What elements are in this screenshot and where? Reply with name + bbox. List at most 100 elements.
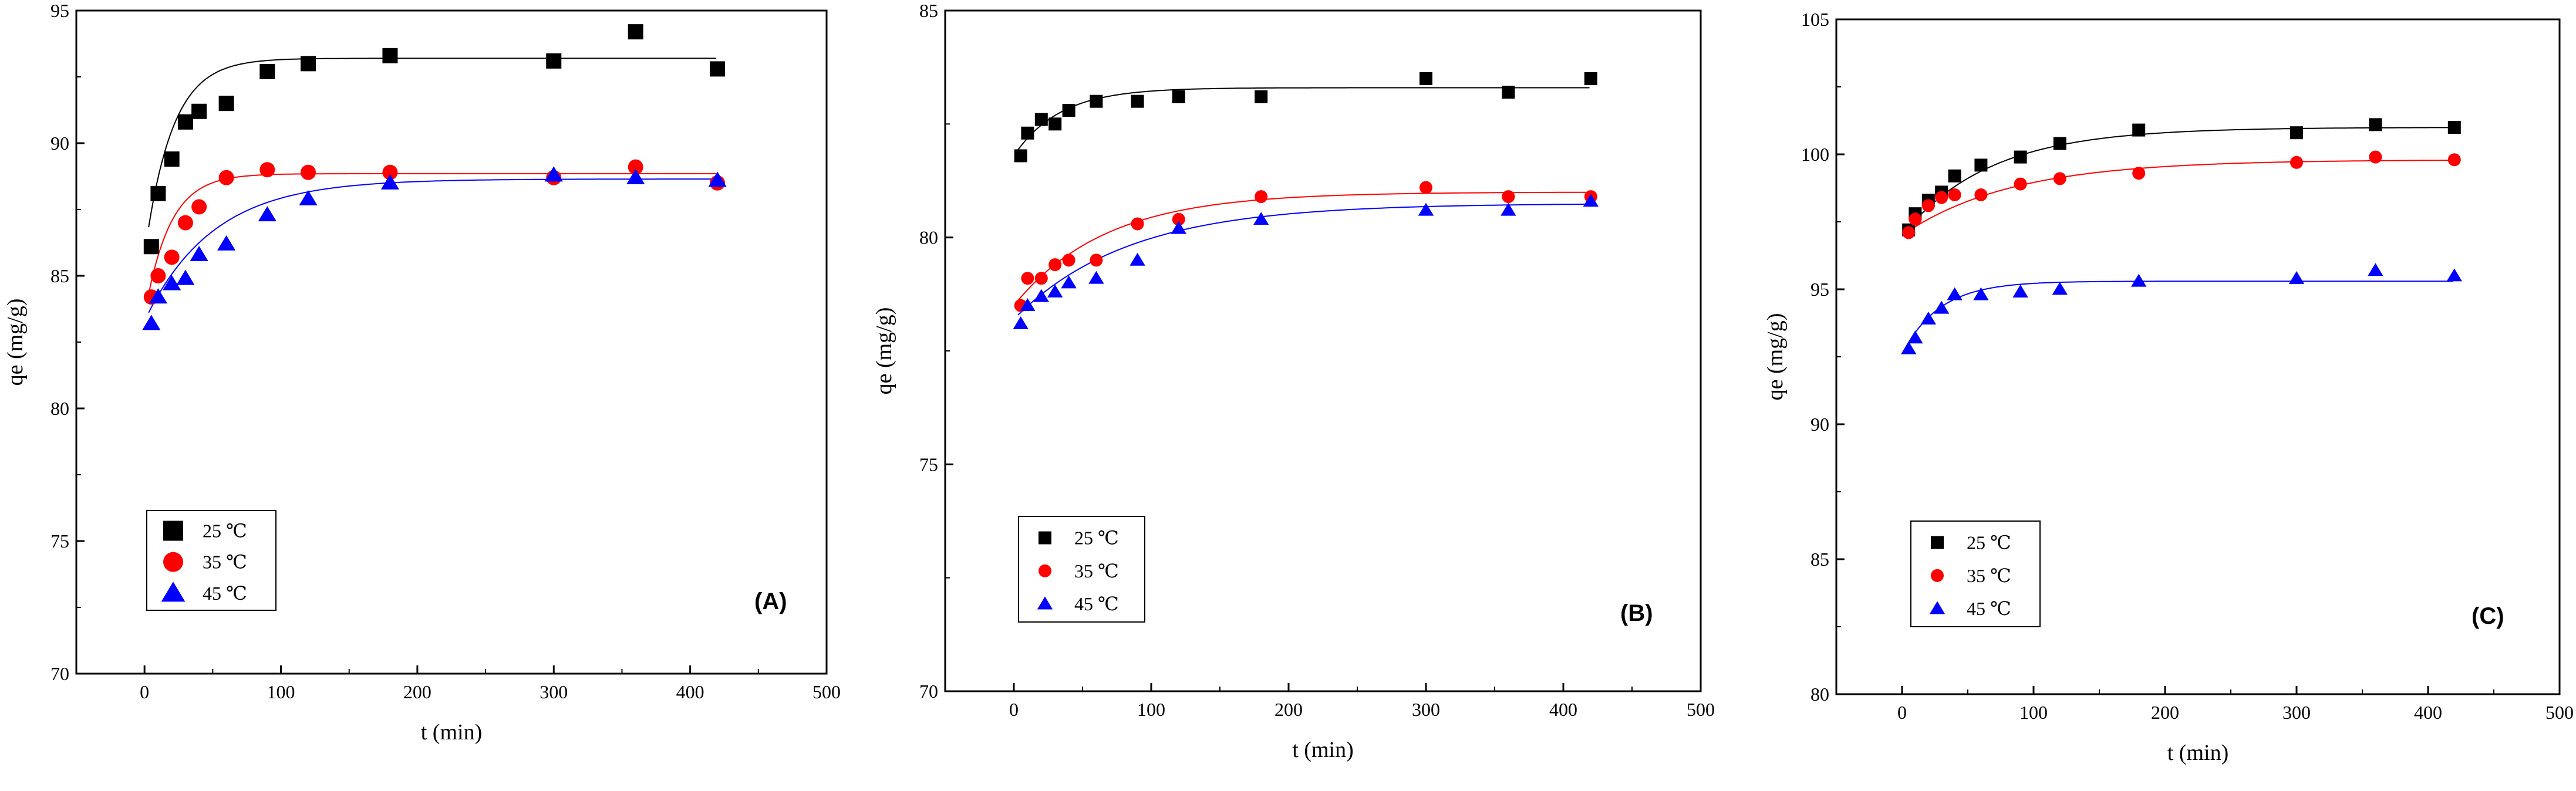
x-axis-title: t (min)	[1292, 738, 1353, 762]
data-point	[1973, 287, 1989, 300]
data-point	[628, 24, 643, 40]
x-axis-title: t (min)	[2167, 741, 2228, 765]
data-point	[1172, 212, 1185, 226]
data-point	[2290, 156, 2303, 169]
data-point	[380, 174, 400, 190]
data-point	[1131, 94, 1144, 108]
legend-label: 35 ℃	[203, 552, 247, 573]
data-point	[217, 235, 236, 251]
y-tick-label: 85	[50, 265, 69, 286]
data-point	[1090, 253, 1103, 267]
fit-curve-1	[148, 58, 716, 228]
data-point	[1090, 94, 1103, 108]
data-point	[1172, 90, 1185, 103]
data-point	[1947, 287, 1963, 300]
data-point	[1021, 126, 1034, 140]
data-point	[2288, 271, 2305, 285]
data-point	[1902, 226, 1916, 239]
legend-marker	[1039, 564, 1051, 577]
legend-marker	[1931, 569, 1944, 582]
data-point	[1909, 212, 1922, 226]
y-tick-label: 90	[1810, 414, 1829, 435]
data-point	[190, 246, 208, 261]
legend-marker	[1929, 601, 1946, 614]
panel-label: (B)	[1620, 600, 1653, 626]
legend-label: 25 ℃	[1074, 528, 1119, 549]
legend: 25 ℃ 35 ℃ 45 ℃	[1910, 520, 2041, 627]
data-point	[1047, 284, 1063, 298]
chart-panel-2: 0 100 200 300 400 500 70 75 80 85 t (min) qe (mg/g)…	[872, 0, 1715, 762]
x-tick-label: 400	[676, 681, 704, 702]
data-point	[2290, 126, 2303, 140]
x-tick-label: 300	[1412, 699, 1440, 720]
data-point	[2052, 282, 2068, 295]
data-point	[1948, 188, 1961, 201]
data-point	[149, 288, 168, 304]
data-point	[1062, 104, 1075, 117]
fit-curve-2	[148, 173, 716, 295]
data-point	[1129, 252, 1145, 266]
data-point	[143, 239, 159, 255]
x-tick-label: 100	[2019, 702, 2048, 723]
data-point	[163, 275, 181, 290]
data-point	[2447, 153, 2461, 167]
y-tick-label: 75	[919, 454, 938, 475]
x-tick-label: 0	[140, 681, 149, 702]
legend-label: 35 ℃	[1967, 565, 2011, 586]
data-point	[1048, 117, 1062, 131]
data-point	[2131, 273, 2147, 287]
x-tick-label: 200	[2151, 702, 2179, 723]
data-point	[2053, 137, 2066, 150]
x-tick-label: 300	[2282, 702, 2311, 723]
data-point	[1502, 86, 1515, 99]
y-tick-label: 80	[1810, 684, 1829, 705]
data-point	[544, 166, 563, 182]
data-point	[191, 103, 207, 119]
data-point	[2368, 263, 2383, 276]
legend: 25 ℃ 35 ℃ 45 ℃	[1018, 516, 1145, 623]
data-point	[1583, 194, 1599, 207]
data-point	[1935, 191, 1948, 204]
data-point	[258, 206, 277, 222]
legend-label: 25 ℃	[1967, 532, 2011, 553]
y-tick-label: 85	[919, 0, 938, 21]
data-point	[626, 168, 645, 184]
x-tick-label: 0	[1009, 699, 1019, 720]
y-tick-label: 90	[50, 133, 69, 154]
y-tick-label: 80	[919, 227, 938, 248]
y-tick-label: 75	[50, 530, 69, 552]
data-point	[191, 199, 207, 215]
data-point	[1420, 72, 1432, 85]
y-tick-label: 105	[1801, 9, 1829, 30]
x-tick-label: 500	[1687, 699, 1715, 720]
legend-label: 35 ℃	[1074, 560, 1119, 582]
data-point	[259, 63, 275, 79]
data-point	[382, 48, 398, 63]
data-point	[1034, 272, 1048, 285]
data-point	[1974, 158, 1988, 172]
data-point	[142, 315, 161, 330]
data-point	[2012, 285, 2028, 298]
legend-marker	[163, 552, 183, 572]
legend-marker	[1039, 531, 1051, 545]
data-point	[2369, 118, 2382, 131]
data-point	[1255, 190, 1268, 204]
x-tick-label: 100	[267, 681, 295, 702]
x-tick-label: 500	[812, 681, 841, 702]
fit-curve-2	[1906, 160, 2453, 234]
legend-label: 45 ℃	[1074, 593, 1119, 614]
data-point	[176, 269, 195, 285]
fit-curve-3	[1017, 204, 1590, 316]
fit-curve-3	[1905, 280, 2453, 347]
data-point	[1021, 272, 1034, 285]
data-point	[2132, 123, 2146, 137]
data-point	[1948, 169, 1961, 182]
data-point	[150, 268, 166, 283]
legend-marker	[1037, 596, 1053, 610]
data-point	[1901, 341, 1917, 354]
data-point	[1033, 289, 1049, 302]
x-tick-label: 400	[1549, 699, 1577, 720]
data-point	[1048, 258, 1062, 272]
data-point	[1502, 190, 1515, 204]
